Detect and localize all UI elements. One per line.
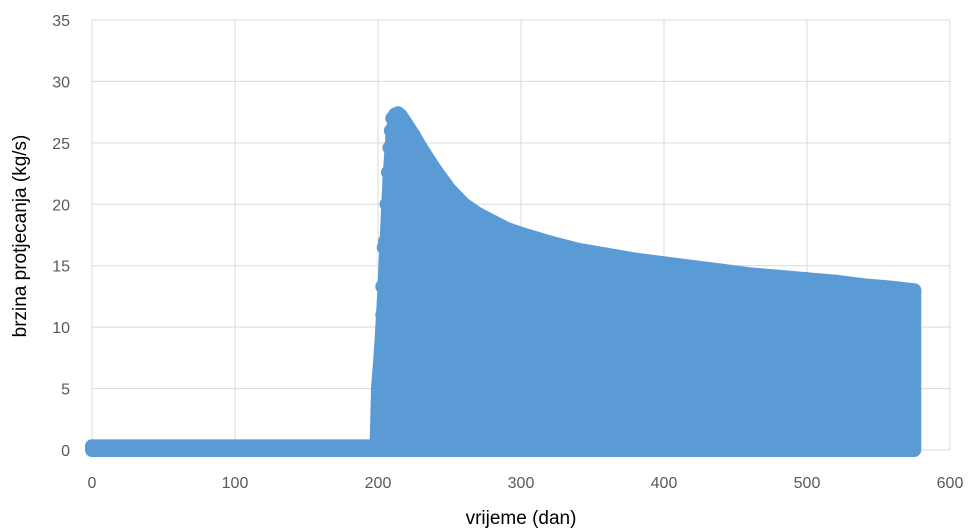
- data-point: [907, 301, 922, 316]
- data-point: [800, 272, 814, 287]
- data-point: [714, 263, 729, 278]
- data-point: [456, 197, 471, 212]
- data-point: [571, 242, 586, 257]
- x-tick-label: 0: [88, 475, 97, 492]
- data-point: [385, 111, 400, 126]
- data-point: [771, 269, 786, 284]
- data-point: [485, 214, 500, 229]
- data-point: [406, 128, 421, 143]
- data-point: [379, 197, 394, 212]
- data-point: [857, 278, 872, 293]
- y-tick-label: 0: [61, 443, 70, 460]
- data-point: [685, 259, 700, 274]
- x-tick-label: 200: [365, 475, 392, 492]
- data-point: [471, 207, 486, 222]
- x-tick-label: 400: [651, 475, 678, 492]
- y-tick-label: 25: [52, 136, 70, 153]
- data-point: [657, 256, 671, 271]
- data-point: [382, 140, 397, 155]
- x-tick-labels: 0 100 200 300 400 500 600: [88, 475, 964, 492]
- data-point: [514, 226, 528, 241]
- data-point: [375, 307, 390, 322]
- data-point: [372, 381, 387, 396]
- data-point: [428, 162, 443, 177]
- y-tick-label: 15: [52, 259, 70, 276]
- y-axis-title: brzina protjecanja (kg/s): [10, 135, 31, 338]
- data-point: [742, 267, 757, 282]
- data-point: [373, 341, 388, 356]
- flow-rate-series-fill: [85, 106, 922, 457]
- data-point: [369, 439, 384, 454]
- data-point: [542, 235, 557, 250]
- data-point: [907, 285, 922, 300]
- data-point: [413, 140, 428, 155]
- data-point: [907, 440, 922, 455]
- y-tick-labels: 0 5 10 15 20 25 30 35: [52, 13, 70, 460]
- y-tick-label: 10: [52, 320, 70, 337]
- y-tick-label: 5: [61, 382, 70, 399]
- data-point: [383, 123, 398, 138]
- data-point: [885, 280, 900, 295]
- data-point: [628, 252, 643, 267]
- data-point: [381, 165, 396, 180]
- x-tick-label: 100: [222, 475, 249, 492]
- data-point: [599, 247, 614, 262]
- x-tick-label: 500: [794, 475, 821, 492]
- data-point: [378, 234, 393, 249]
- data-point: [399, 117, 414, 132]
- y-tick-label: 30: [52, 74, 70, 91]
- data-point: [85, 439, 99, 454]
- x-axis-title: vrijeme (dan): [466, 508, 577, 529]
- data-point: [375, 279, 390, 294]
- y-tick-label: 35: [52, 13, 70, 30]
- y-tick-label: 20: [52, 197, 70, 214]
- data-point: [828, 274, 843, 289]
- data-point: [499, 221, 514, 236]
- data-point: [442, 182, 457, 197]
- data-series: [85, 106, 922, 457]
- data-point: [373, 354, 388, 369]
- x-tick-label: 600: [937, 475, 964, 492]
- x-tick-label: 300: [508, 475, 535, 492]
- data-point: [372, 413, 387, 428]
- data-point: [376, 295, 391, 310]
